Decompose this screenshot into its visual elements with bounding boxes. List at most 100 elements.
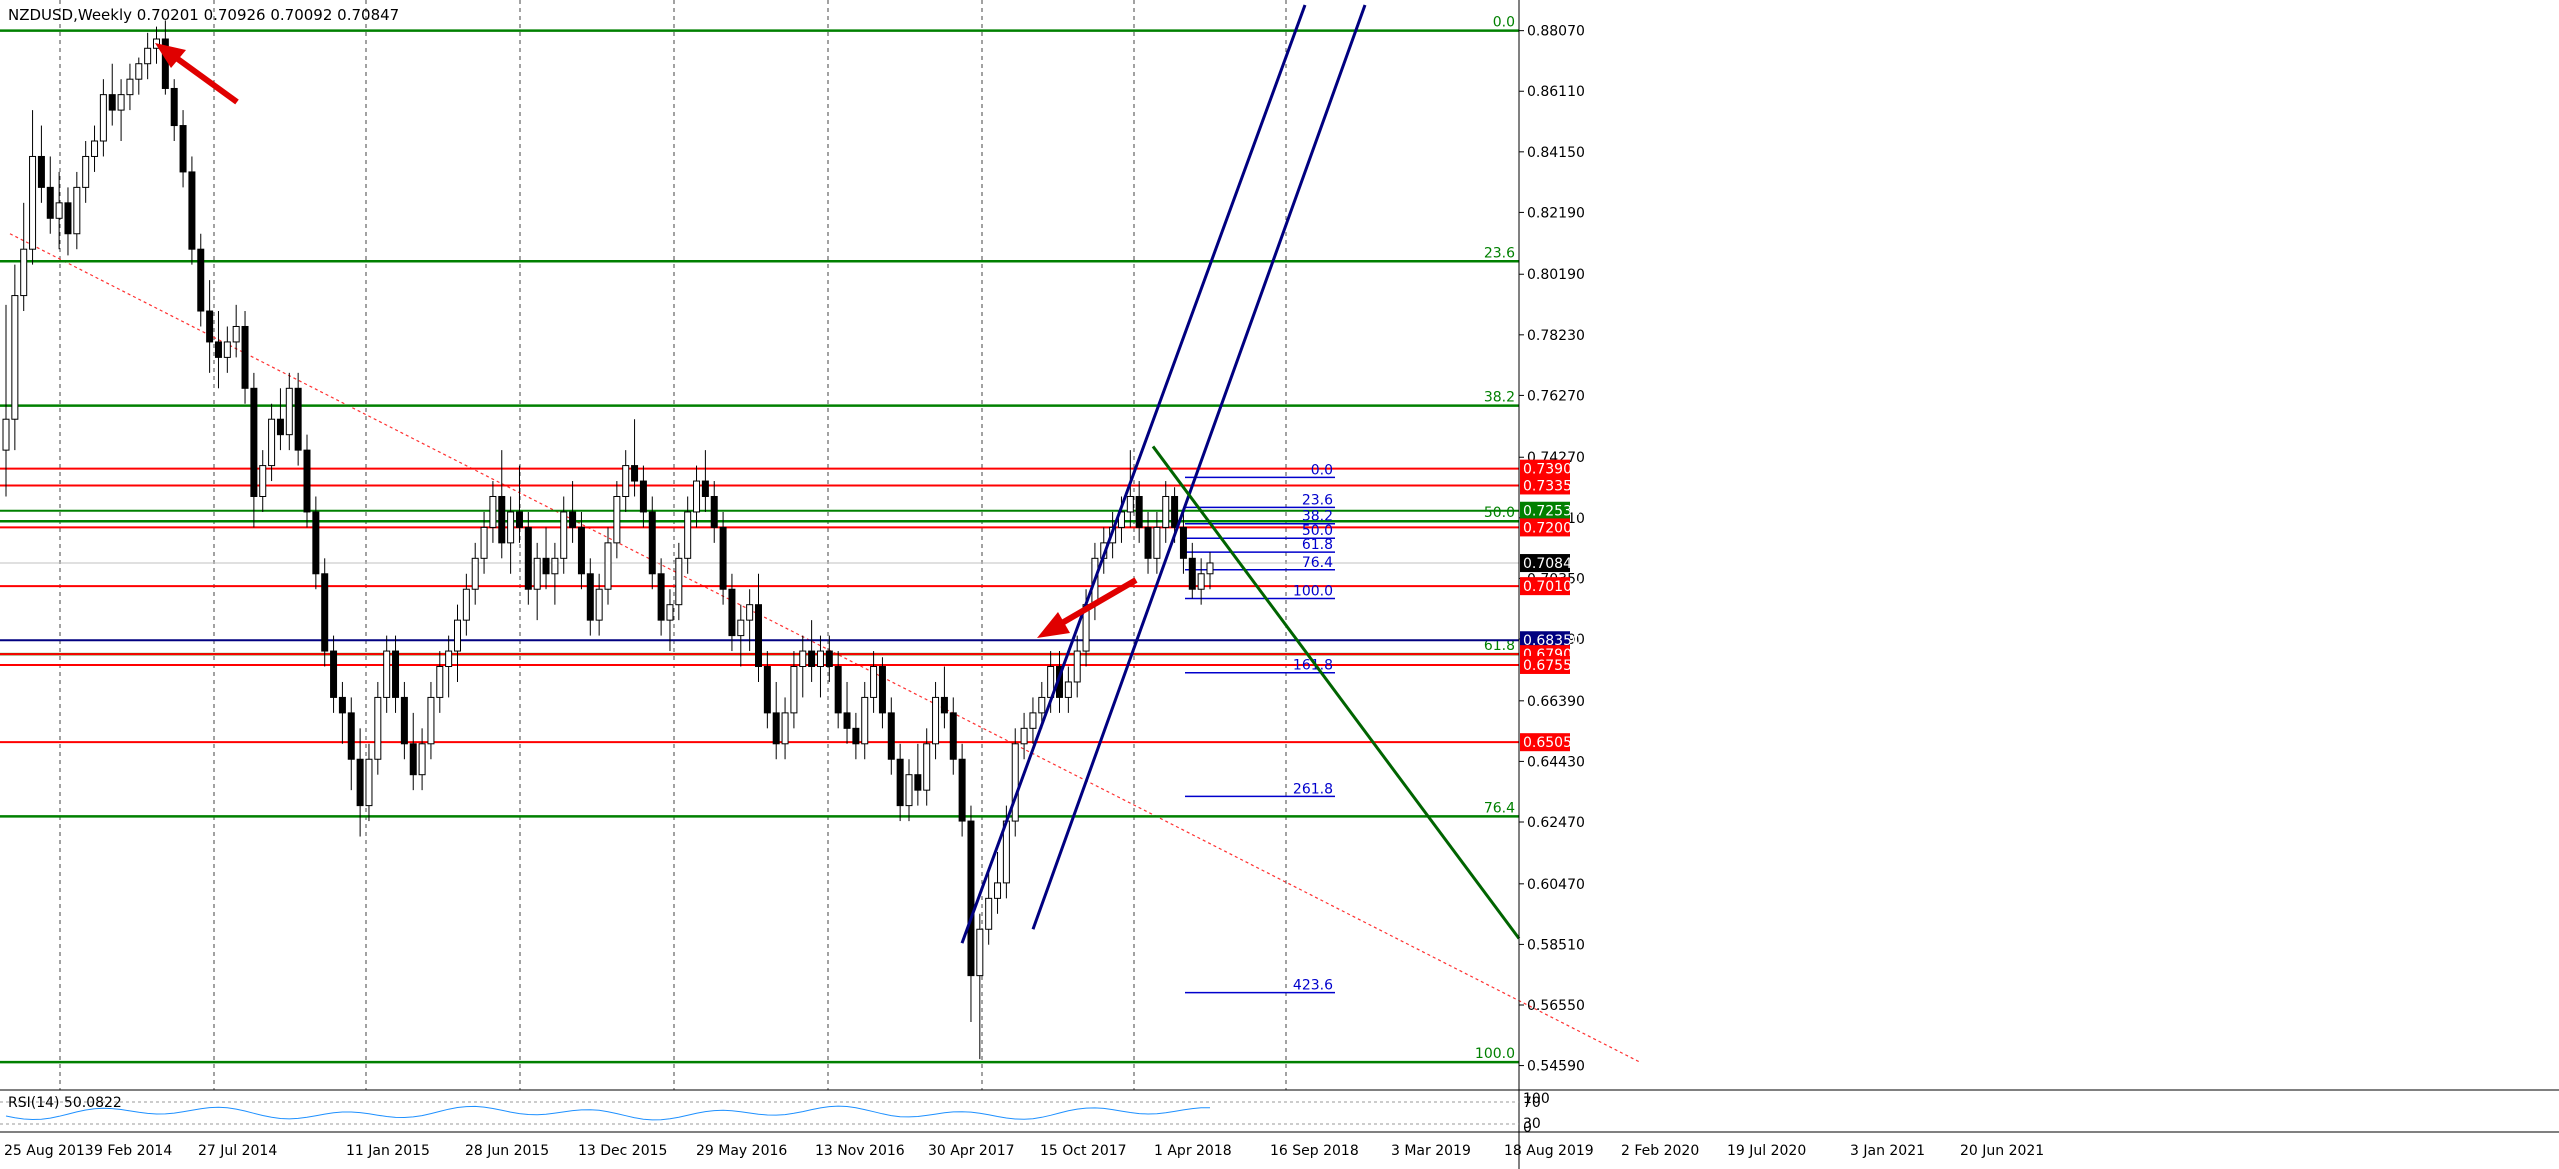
grid	[59, 0, 1287, 1090]
candle-body	[1073, 650, 1081, 683]
candle-body	[560, 511, 568, 559]
fib-label: 38.2	[1484, 390, 1515, 406]
price-tag-label: 0.73357	[1523, 478, 1581, 494]
candle-body	[772, 712, 780, 745]
candle	[303, 434, 311, 528]
candle-body	[1197, 573, 1205, 590]
x-tick-label: 30 Apr 2017	[928, 1143, 1015, 1159]
y-tick-label: 0.56550	[1527, 998, 1585, 1014]
candle-body	[55, 202, 63, 219]
candle-body	[259, 465, 267, 497]
candle	[285, 372, 293, 451]
candle	[73, 171, 81, 250]
candle	[1064, 666, 1072, 713]
candle	[781, 697, 789, 760]
candle	[480, 511, 488, 574]
candlestick-series	[2, 20, 1214, 1060]
price-tag-label: 0.70100	[1523, 579, 1581, 595]
candle	[524, 511, 532, 605]
candle-body	[1029, 712, 1037, 729]
candle-body	[1188, 557, 1196, 590]
candle	[99, 79, 107, 157]
candle	[259, 450, 267, 512]
price-tag	[1520, 459, 1570, 478]
candle	[719, 511, 727, 605]
candle	[887, 697, 895, 775]
candle	[427, 681, 435, 760]
candle	[2, 304, 10, 497]
candle-body	[896, 758, 904, 807]
candle-body	[923, 743, 931, 791]
rsi-tick-label: 100	[1523, 1091, 1550, 1107]
candle	[1073, 635, 1081, 698]
ext-label: 23.6	[1302, 492, 1333, 508]
candle	[250, 372, 258, 528]
candle-body	[37, 155, 45, 188]
candle-body	[949, 712, 957, 760]
dashed-diagonal	[9, 233, 1641, 1063]
x-tick-label: 20 Jun 2021	[1960, 1143, 2044, 1159]
candle	[560, 496, 568, 574]
candle	[462, 573, 470, 636]
candle-body	[657, 573, 665, 621]
candle-body	[852, 727, 860, 745]
candle-body	[91, 140, 99, 157]
candle	[1206, 552, 1214, 590]
candle-body	[631, 465, 639, 482]
rsi-tick-label: 30	[1523, 1116, 1541, 1132]
candle-body	[347, 712, 355, 760]
candle	[852, 712, 860, 760]
candle-body	[1064, 681, 1072, 698]
candle	[985, 867, 993, 945]
x-tick-label: 28 Jun 2015	[465, 1143, 549, 1159]
candle	[1020, 712, 1028, 760]
candle-body	[985, 897, 993, 930]
arrow-top-head	[155, 43, 186, 68]
candle-body	[586, 573, 594, 621]
trend-channels	[960, 4, 1521, 944]
candle-body	[1020, 727, 1028, 745]
price-tag-label: 0.73901	[1523, 462, 1581, 478]
candle-body	[693, 480, 701, 513]
x-tick-label: 13 Nov 2016	[815, 1143, 905, 1159]
candle	[622, 450, 630, 512]
x-tick-label: 29 May 2016	[696, 1143, 787, 1159]
y-tick-label: 0.66390	[1527, 694, 1585, 710]
candle-body	[82, 155, 90, 188]
candle	[471, 542, 479, 605]
candle-body	[330, 650, 338, 698]
candle-body	[462, 588, 470, 621]
rsi-line	[5, 1105, 1211, 1121]
rsi-tick-label: 0	[1523, 1120, 1532, 1136]
x-tick-label: 3 Jan 2021	[1850, 1143, 1925, 1159]
candle-body	[374, 696, 382, 760]
candle-body	[799, 650, 807, 668]
candle-body	[914, 774, 922, 791]
candle-body	[365, 758, 373, 807]
ext-label: 261.8	[1293, 781, 1333, 797]
candle	[639, 465, 647, 528]
candle	[710, 481, 718, 543]
candle	[772, 681, 780, 760]
candle	[206, 280, 214, 373]
candle-body	[197, 248, 205, 312]
candle	[20, 202, 28, 312]
candle-body	[64, 202, 72, 235]
candle	[418, 728, 426, 791]
candle-body	[887, 712, 895, 760]
candle-body	[117, 94, 125, 111]
candle-body	[622, 465, 630, 497]
candle	[701, 450, 709, 512]
price-tag-label: 0.72000	[1523, 520, 1581, 536]
dashed-trendline	[9, 233, 1641, 1063]
candle	[383, 635, 391, 713]
y-tick-label: 0.78230	[1527, 328, 1585, 344]
candle-body	[126, 78, 134, 96]
candle-body	[427, 696, 435, 745]
candle-body	[684, 511, 692, 559]
candle	[914, 743, 922, 806]
candle-body	[1179, 526, 1187, 559]
candle	[896, 743, 904, 822]
